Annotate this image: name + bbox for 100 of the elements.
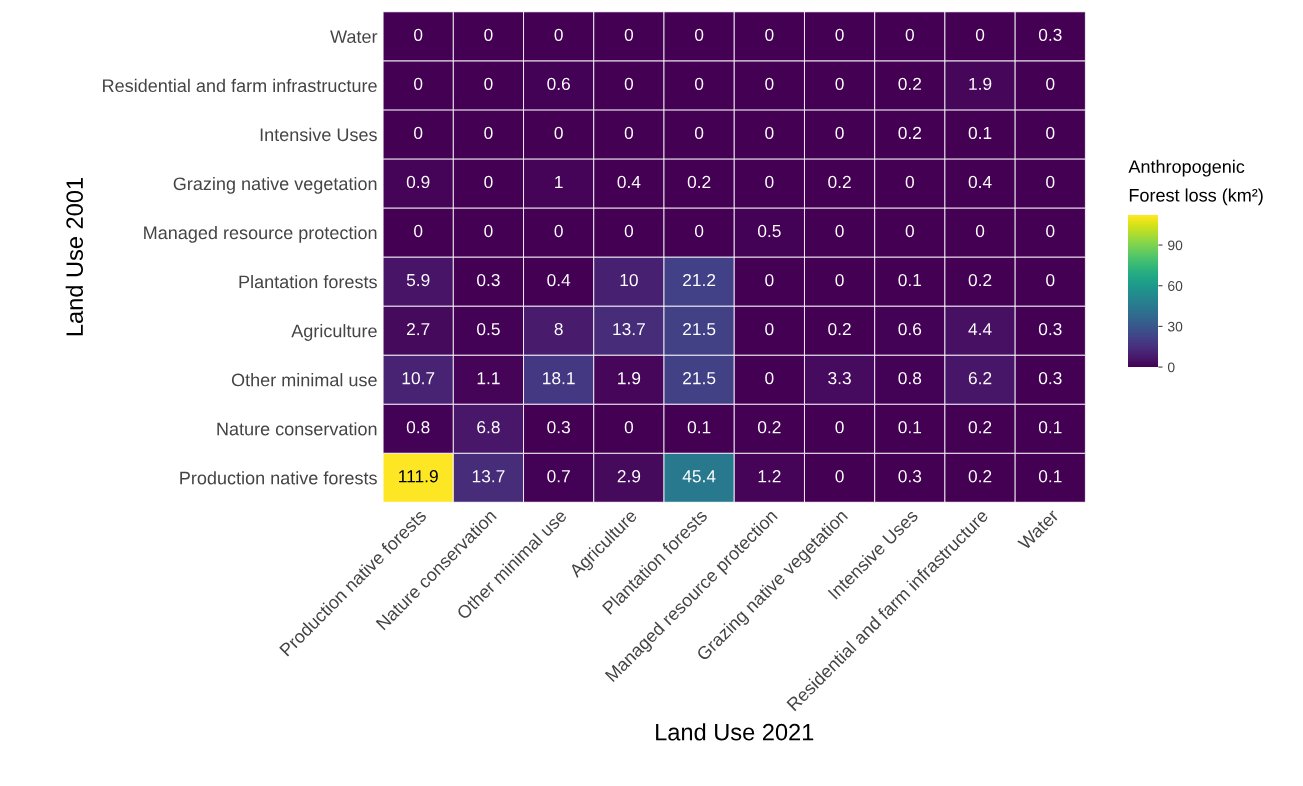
data-label: 0 [765, 273, 774, 287]
data-label: 0.3 [547, 421, 570, 434]
data-label: 0 [765, 372, 774, 385]
data-label: 0.2 [968, 421, 992, 434]
y-tick-label: Intensive Uses [260, 127, 377, 142]
data-label: 1.9 [969, 77, 992, 91]
data-label: 0 [835, 224, 844, 238]
color-bar-label: 60 [1168, 281, 1183, 291]
data-label: 0.1 [687, 421, 711, 434]
data-label: 0 [694, 28, 704, 41]
data-label: 0.1 [898, 421, 922, 434]
data-label: 0 [414, 77, 423, 91]
data-label: 0.2 [828, 175, 851, 189]
data-label: 21.2 [683, 273, 716, 287]
data-label: 0 [1046, 175, 1055, 189]
data-label: 0 [975, 28, 985, 41]
data-label: 1 [555, 176, 563, 188]
data-label: 0.1 [898, 273, 922, 287]
data-label: 0 [765, 126, 774, 140]
data-label: 0 [694, 126, 704, 140]
data-label: 0 [1046, 224, 1055, 238]
data-label: 0 [484, 28, 493, 41]
y-tick-label: Production native forests [180, 471, 377, 485]
data-label: 0.6 [898, 322, 922, 336]
data-label: 0 [835, 470, 844, 483]
data-label: 5.9 [406, 273, 430, 287]
data-label: 13.7 [472, 470, 505, 483]
data-label: 18.1 [543, 372, 575, 385]
data-label: 0 [905, 175, 914, 189]
data-label: 0 [835, 77, 844, 91]
data-label: 0 [765, 28, 774, 41]
data-label: 0.2 [898, 126, 922, 140]
data-label: 0.8 [406, 421, 430, 434]
data-label: 6.8 [477, 421, 500, 434]
data-label: 0 [1046, 273, 1055, 287]
data-label: 0.5 [477, 322, 500, 336]
data-label: 13.7 [613, 322, 645, 336]
y-tick-label: Grazing native vegetation [173, 176, 377, 194]
data-label: 1.2 [758, 470, 781, 483]
data-label: 0 [624, 421, 634, 434]
data-label: 0.4 [617, 175, 641, 189]
data-label: 0 [765, 322, 774, 336]
data-label: 0 [484, 224, 493, 238]
data-label: 0 [835, 421, 844, 434]
data-label: 0 [765, 77, 774, 91]
data-label: 0 [835, 273, 844, 287]
data-label: 0.2 [687, 175, 711, 189]
data-label: 0 [905, 28, 914, 41]
data-label: 0 [975, 224, 985, 238]
data-label: 10.7 [402, 372, 435, 385]
data-label: 3.3 [828, 372, 851, 385]
data-label: 0.6 [547, 77, 570, 91]
data-label: 1.9 [618, 372, 641, 385]
data-label: 0 [624, 224, 634, 238]
data-label: 0 [554, 126, 563, 140]
data-label: 0.3 [1038, 28, 1062, 41]
data-label: 0 [905, 224, 914, 238]
data-label: 0.2 [968, 273, 992, 287]
data-label: 0 [694, 224, 704, 238]
y-axis-title: Land Use 2001 [65, 178, 84, 336]
data-label: 0 [624, 126, 634, 140]
data-label: 0 [765, 175, 774, 189]
data-label: 0 [414, 126, 423, 140]
data-label: 0.3 [898, 470, 922, 483]
data-label: 0.2 [828, 322, 851, 336]
color-bar-label: 30 [1167, 321, 1183, 332]
data-label: 0 [414, 28, 423, 41]
data-label: 0 [484, 175, 493, 189]
data-label: 0.2 [968, 470, 992, 483]
color-bar-label: 0 [1167, 362, 1175, 373]
data-label: 0 [1046, 77, 1055, 91]
data-label: 2.9 [617, 470, 641, 483]
data-label: 0.2 [757, 421, 781, 434]
data-label: 0.1 [1038, 421, 1062, 434]
data-label: 0.1 [968, 126, 992, 140]
data-label: 0 [624, 28, 634, 41]
data-label: 0 [624, 77, 634, 91]
data-label: 0 [1046, 126, 1055, 140]
y-tick-label: Managed resource protection [144, 225, 377, 243]
data-label: 0.2 [898, 77, 922, 91]
data-label: 111.9 [399, 470, 438, 483]
data-label: 10 [620, 273, 638, 287]
y-tick-label: Plantation forests [239, 275, 377, 289]
data-label: 21.5 [683, 372, 716, 385]
data-label: 0.4 [547, 273, 571, 287]
y-tick-label: Residential and farm infrastructure [103, 78, 377, 93]
color-bar-label: 90 [1168, 240, 1183, 251]
data-label: 0.5 [757, 224, 781, 238]
data-label: 0 [484, 126, 493, 140]
y-tick-label: Nature conservation [217, 422, 377, 436]
data-label: 0 [554, 28, 563, 41]
y-tick-label: Agriculture [291, 324, 377, 341]
data-label: 8 [554, 322, 563, 336]
data-label: 4.4 [968, 323, 992, 336]
y-tick-label: Other minimal use [231, 373, 377, 387]
data-label: 2.7 [407, 322, 430, 336]
data-label: 6.2 [968, 372, 992, 385]
data-label: 45.4 [682, 470, 716, 483]
data-label: 0.1 [1038, 470, 1062, 483]
data-label: 0 [554, 224, 563, 238]
